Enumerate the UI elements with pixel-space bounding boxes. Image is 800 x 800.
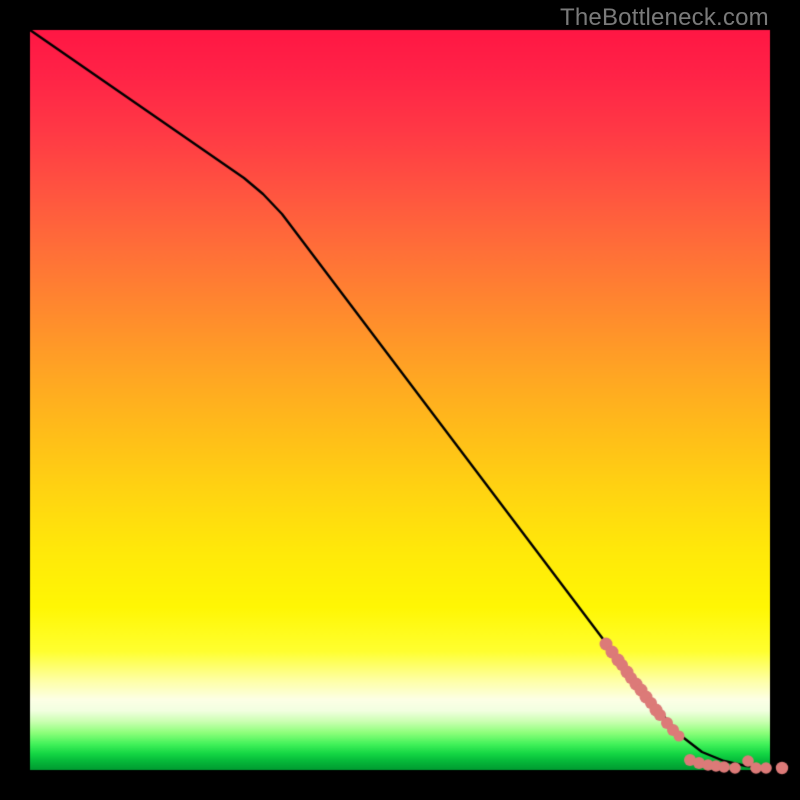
watermark-text: TheBottleneck.com bbox=[560, 4, 769, 32]
chart-root: TheBottleneck.com bbox=[0, 0, 800, 800]
chart-canvas bbox=[0, 0, 800, 800]
